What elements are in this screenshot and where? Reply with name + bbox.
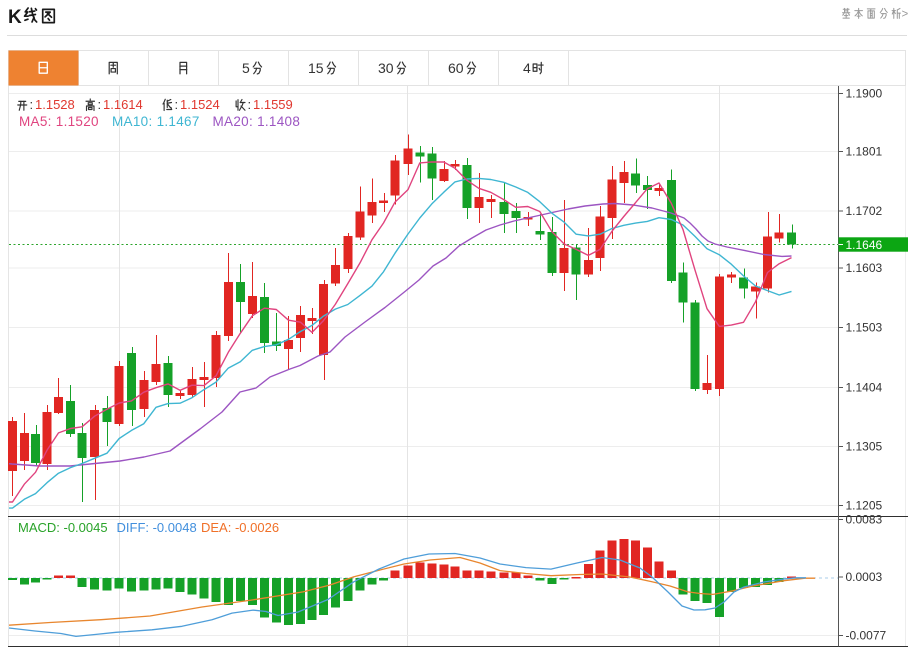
svg-text:1.1614: 1.1614 — [103, 97, 143, 112]
svg-text:4: 4 — [523, 60, 531, 76]
svg-text::: : — [98, 97, 102, 112]
svg-text:1.1305: 1.1305 — [846, 440, 883, 454]
svg-text:5: 5 — [242, 60, 250, 76]
svg-text:DEA: -0.0026: DEA: -0.0026 — [201, 520, 279, 535]
svg-text:1.1646: 1.1646 — [846, 238, 883, 252]
svg-text:30: 30 — [378, 60, 394, 76]
svg-text:MA20: 1.1408: MA20: 1.1408 — [213, 114, 301, 129]
svg-text:MA10: 1.1467: MA10: 1.1467 — [112, 114, 200, 129]
svg-text::: : — [175, 97, 179, 112]
svg-text:1.1404: 1.1404 — [846, 381, 883, 395]
svg-text:1.1528: 1.1528 — [35, 97, 75, 112]
svg-text:1.1503: 1.1503 — [846, 321, 883, 335]
svg-text:0.0003: 0.0003 — [846, 570, 883, 584]
svg-text:>: > — [902, 8, 909, 20]
svg-text:DIFF: -0.0048: DIFF: -0.0048 — [117, 520, 197, 535]
svg-text:0.0083: 0.0083 — [846, 513, 883, 527]
svg-text:1.1559: 1.1559 — [253, 97, 293, 112]
svg-text:1.1603: 1.1603 — [846, 261, 883, 275]
svg-text:1.1524: 1.1524 — [180, 97, 220, 112]
svg-text:1.1801: 1.1801 — [846, 145, 883, 159]
svg-text:1.1205: 1.1205 — [846, 499, 883, 513]
svg-text::: : — [30, 97, 34, 112]
svg-text::: : — [248, 97, 252, 112]
svg-text:1.1702: 1.1702 — [846, 204, 883, 218]
svg-text:60: 60 — [448, 60, 464, 76]
svg-text:1.1900: 1.1900 — [846, 87, 883, 101]
svg-text:MA5: 1.1520: MA5: 1.1520 — [19, 114, 99, 129]
svg-text:15: 15 — [308, 60, 324, 76]
svg-text:K: K — [8, 7, 22, 28]
svg-text:-0.0077: -0.0077 — [846, 629, 887, 643]
svg-text:MACD: -0.0045: MACD: -0.0045 — [18, 520, 108, 535]
